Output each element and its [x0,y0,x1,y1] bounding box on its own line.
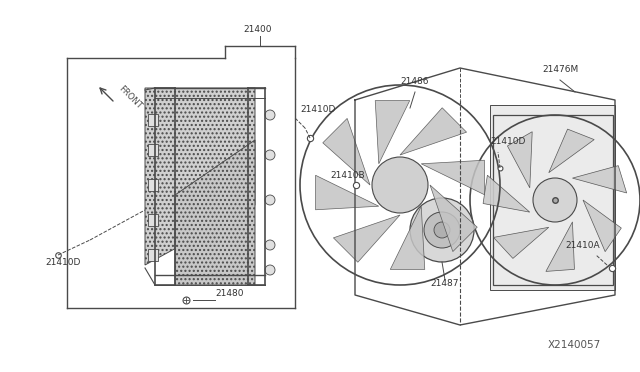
Polygon shape [572,166,627,193]
Circle shape [265,265,275,275]
Text: 21400: 21400 [243,25,271,34]
Circle shape [372,157,428,213]
Text: 21410B: 21410B [330,171,365,180]
Text: 21476M: 21476M [542,65,579,74]
Polygon shape [421,160,484,195]
Circle shape [265,195,275,205]
Text: FRONT: FRONT [117,84,144,111]
Polygon shape [375,100,410,164]
Polygon shape [400,108,467,155]
Circle shape [410,198,474,262]
Text: 21410D: 21410D [300,105,335,114]
Polygon shape [490,105,615,290]
Text: X2140057: X2140057 [548,340,601,350]
Circle shape [533,178,577,222]
Polygon shape [323,118,370,185]
Polygon shape [333,215,400,262]
Text: 21410A: 21410A [565,241,600,250]
Polygon shape [548,129,594,173]
Polygon shape [390,206,425,269]
Bar [148,179,158,191]
Polygon shape [175,140,255,285]
Text: 21487: 21487 [430,279,458,288]
Circle shape [265,110,275,120]
Circle shape [424,212,460,248]
Polygon shape [483,175,530,212]
Polygon shape [493,227,548,259]
Polygon shape [316,175,379,210]
Polygon shape [145,88,255,265]
Text: 21480: 21480 [215,289,243,298]
Bar [493,115,613,285]
Bar [148,144,158,156]
Polygon shape [583,200,621,251]
Bar [148,249,158,261]
Bar [148,114,158,126]
Text: 21410D: 21410D [45,258,81,267]
Bar [148,214,158,226]
Circle shape [265,240,275,250]
Text: 21486: 21486 [400,77,429,86]
Circle shape [434,222,450,238]
Circle shape [265,150,275,160]
Text: 21410D: 21410D [490,137,525,146]
Polygon shape [508,132,532,188]
Polygon shape [430,185,477,251]
Polygon shape [546,222,575,272]
